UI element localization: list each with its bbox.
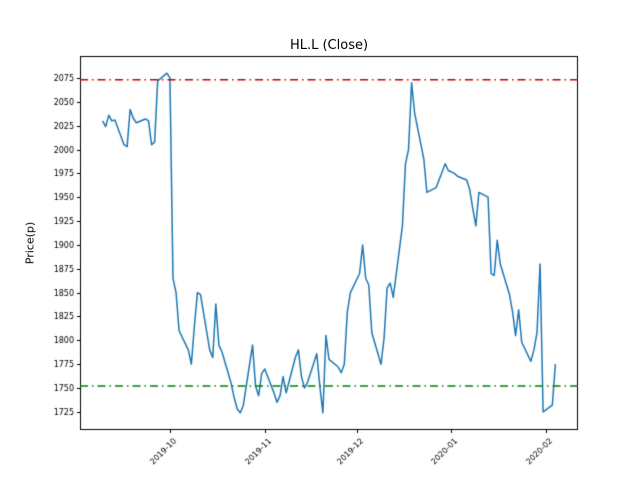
chart-title: HL.L (Close) xyxy=(289,38,369,53)
y-axis-label: Price(p) xyxy=(23,221,37,265)
